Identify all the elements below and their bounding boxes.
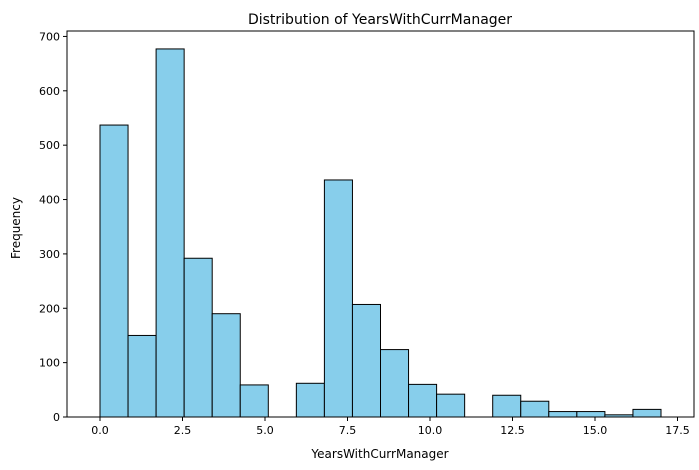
histogram-bar <box>99 124 129 418</box>
x-tick-label: 2.5 <box>174 424 192 437</box>
histogram-bar <box>323 179 353 418</box>
y-tick-label: 300 <box>39 248 60 261</box>
y-tick-label: 200 <box>39 302 60 315</box>
histogram-bar <box>239 384 269 418</box>
x-tick-label: 12.5 <box>500 424 525 437</box>
x-tick-label: 5.0 <box>256 424 274 437</box>
y-tick-label: 400 <box>39 194 60 207</box>
histogram-bar <box>492 394 522 418</box>
histogram-bar <box>520 400 550 418</box>
histogram-bar <box>380 349 410 418</box>
y-tick-label: 600 <box>39 85 60 98</box>
y-axis: 0 100 200 300 400 500 600 700 <box>39 30 67 424</box>
histogram-bar <box>211 313 241 418</box>
histogram-bar <box>632 408 662 418</box>
bars-group <box>99 48 662 418</box>
histogram-bar <box>351 303 382 418</box>
plot-frame <box>66 30 695 418</box>
histogram-bar <box>127 334 157 418</box>
x-axis: 0.0 2.5 5.0 7.5 10.0 12.5 15.0 17.5 <box>91 417 690 437</box>
histogram-bar <box>548 411 578 418</box>
x-axis-label: YearsWithCurrManager <box>310 447 448 461</box>
y-axis-label: Frequency <box>9 197 23 259</box>
y-tick-label: 100 <box>39 357 60 370</box>
histogram-bar <box>183 257 213 418</box>
x-tick-label: 10.0 <box>418 424 443 437</box>
x-tick-label: 7.5 <box>339 424 357 437</box>
y-tick-label: 500 <box>39 139 60 152</box>
y-tick-label: 0 <box>53 411 60 424</box>
histogram-bar <box>436 393 466 418</box>
histogram-bar <box>576 411 606 418</box>
y-tick-label: 700 <box>39 30 60 43</box>
x-tick-label: 15.0 <box>583 424 608 437</box>
histogram-bar <box>408 383 438 418</box>
x-tick-label: 0.0 <box>91 424 109 437</box>
chart-title: Distribution of YearsWithCurrManager <box>248 12 512 28</box>
histogram-bar <box>295 382 325 418</box>
histogram-bar <box>155 48 185 418</box>
x-tick-label: 17.5 <box>665 424 690 437</box>
